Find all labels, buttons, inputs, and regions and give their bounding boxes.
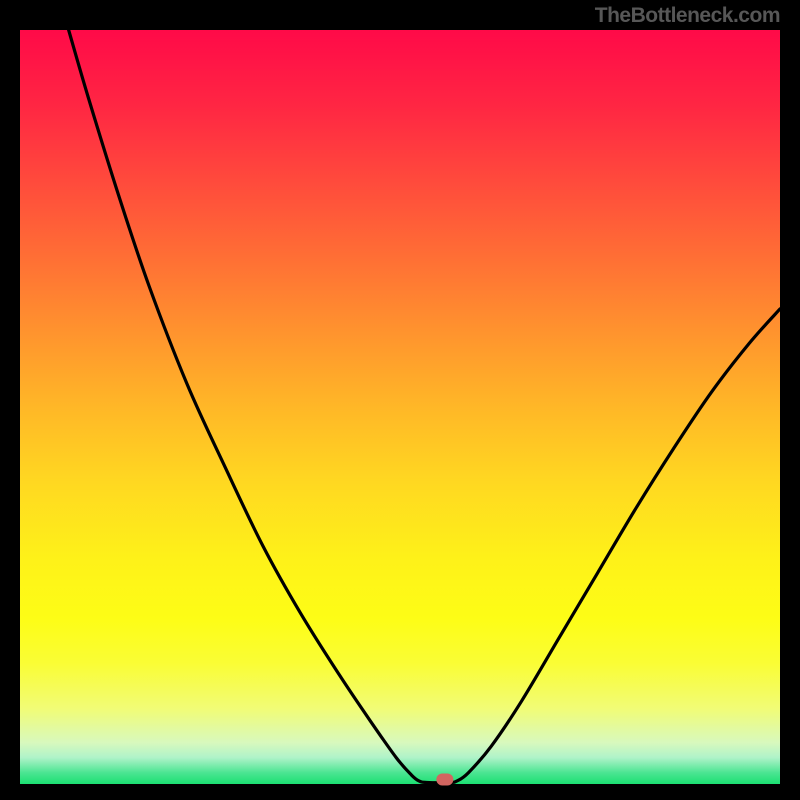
chart-svg <box>0 0 800 800</box>
gradient-background <box>20 30 780 784</box>
watermark-text: TheBottleneck.com <box>595 4 780 28</box>
chart-container: TheBottleneck.com <box>0 0 800 800</box>
minimum-marker <box>436 773 453 785</box>
